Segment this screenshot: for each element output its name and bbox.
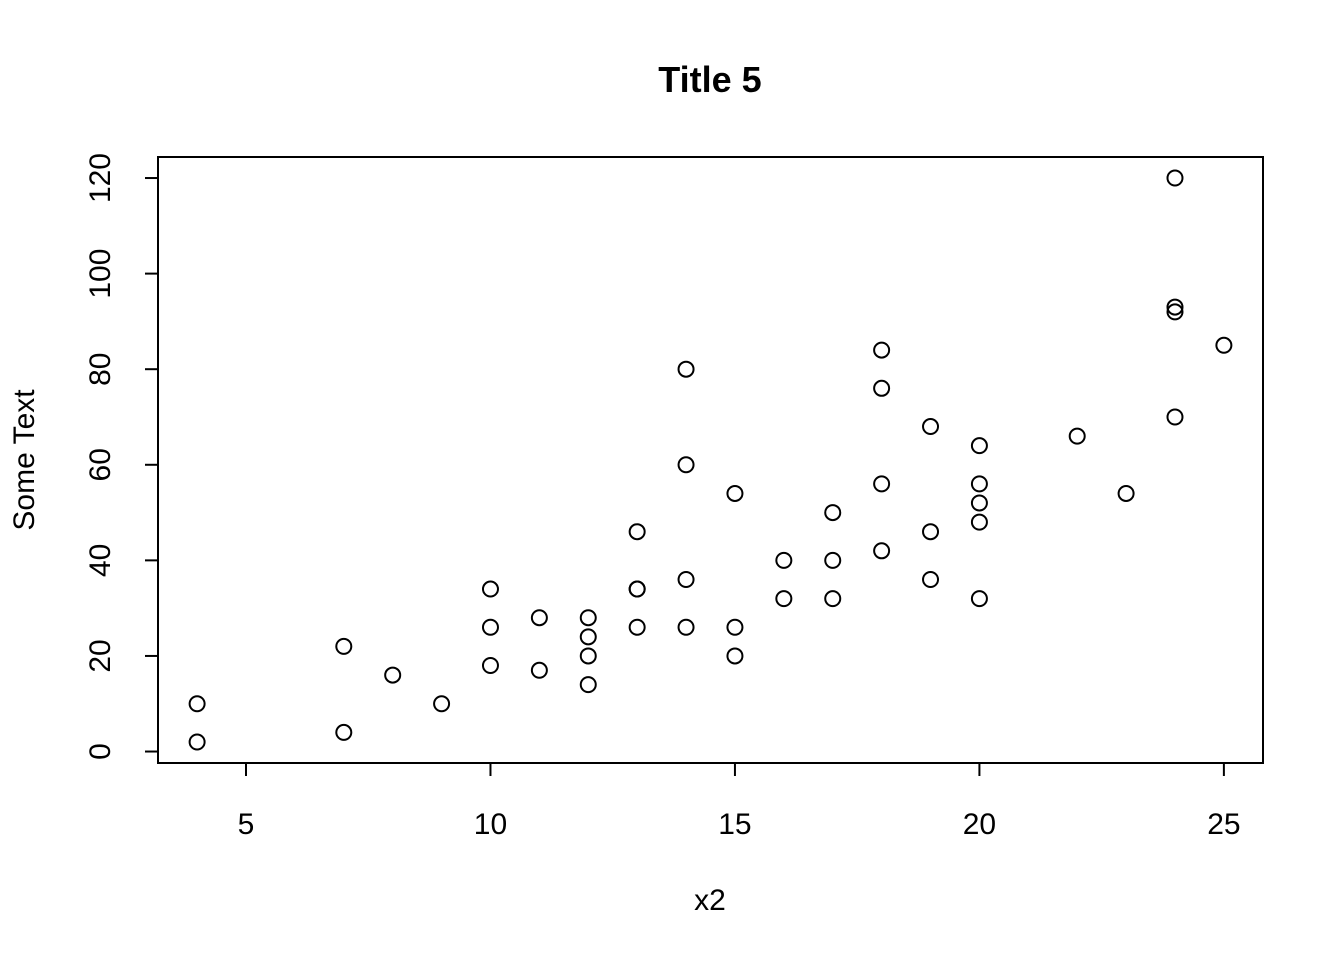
chart-title: Title 5 (658, 59, 761, 100)
data-point (628, 580, 646, 598)
data-point (824, 551, 842, 569)
data-point (433, 695, 451, 713)
data-point (677, 360, 695, 378)
plot-frame (157, 156, 1264, 764)
data-point (335, 723, 353, 741)
data-point (726, 647, 744, 665)
data-point (384, 666, 402, 684)
y-tick-label: 80 (84, 353, 117, 386)
x-tick-label: 25 (1207, 808, 1240, 841)
y-axis-title: Some Text (8, 389, 41, 531)
data-point (481, 618, 499, 636)
data-point (1215, 336, 1233, 354)
data-point (824, 590, 842, 608)
x-tick-label: 15 (718, 808, 751, 841)
data-point (530, 609, 548, 627)
data-point (335, 637, 353, 655)
data-point (1068, 427, 1086, 445)
data-point (188, 733, 206, 751)
data-point (824, 504, 842, 522)
data-point (188, 695, 206, 713)
data-point (922, 570, 940, 588)
data-point (1166, 408, 1184, 426)
y-axis: 0 20 40 60 80 100 120 (84, 153, 159, 760)
data-point (1166, 169, 1184, 187)
data-point (775, 590, 793, 608)
x-tick-label: 10 (474, 808, 507, 841)
data-point (873, 542, 891, 560)
data-point (481, 580, 499, 598)
data-point (579, 647, 597, 665)
data-point (726, 484, 744, 502)
data-point (873, 475, 891, 493)
data-point (970, 475, 988, 493)
data-point (1117, 484, 1135, 502)
data-point (970, 513, 988, 531)
y-tick-label: 20 (84, 639, 117, 672)
data-point (628, 523, 646, 541)
data-point (1166, 303, 1184, 321)
data-point (1166, 298, 1184, 316)
y-tick-label: 40 (84, 544, 117, 577)
data-point (775, 551, 793, 569)
data-point (922, 523, 940, 541)
data-point (726, 618, 744, 636)
data-point (873, 379, 891, 397)
data-point (677, 618, 695, 636)
x-tick-label: 20 (963, 808, 996, 841)
data-point (677, 570, 695, 588)
data-points (188, 169, 1233, 751)
data-point (873, 341, 891, 359)
data-point (922, 418, 940, 436)
data-point (628, 618, 646, 636)
y-tick-label: 60 (84, 448, 117, 481)
y-tick-label: 120 (84, 153, 117, 203)
data-point (677, 456, 695, 474)
data-point (579, 609, 597, 627)
x-axis: 5 10 15 20 25 (238, 762, 1241, 841)
data-point (530, 661, 548, 679)
data-point (579, 676, 597, 694)
data-point (970, 494, 988, 512)
data-point (970, 590, 988, 608)
y-tick-label: 100 (84, 249, 117, 299)
data-point (579, 628, 597, 646)
x-tick-label: 5 (238, 808, 255, 841)
data-point (970, 437, 988, 455)
y-tick-label: 0 (84, 743, 117, 760)
data-point (481, 657, 499, 675)
x-axis-title: x2 (694, 884, 726, 917)
